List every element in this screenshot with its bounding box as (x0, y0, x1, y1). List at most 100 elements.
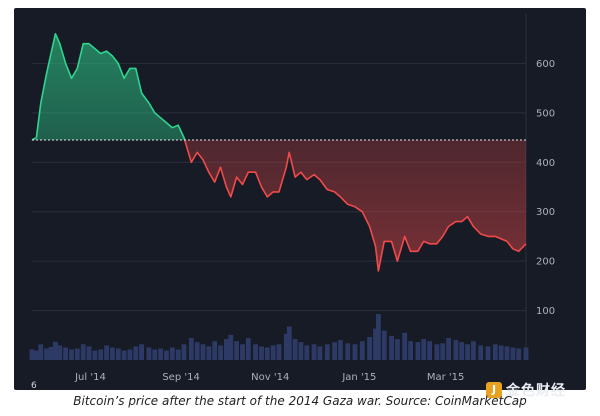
price-area (32, 33, 526, 271)
y-tick-label-600: 600 (536, 59, 555, 70)
volume-bar (292, 339, 298, 360)
volume-bar (459, 342, 465, 360)
volume-bar (146, 347, 152, 360)
y-axis-ticks: 100 200 300 400 500 600 (536, 59, 555, 317)
figure-caption: Bitcoin’s price after the start of the 2… (73, 394, 527, 408)
x-tick-label-0: Jul '14 (74, 372, 106, 383)
volume-bar (175, 349, 181, 360)
price-line-up (31, 33, 186, 141)
volume-bar (169, 347, 175, 360)
volume-bar (152, 349, 158, 360)
volume-bar (57, 345, 63, 360)
volume-bar (395, 339, 400, 360)
volume-bar (317, 346, 323, 360)
volume-bar (253, 344, 258, 360)
volume-bar (139, 344, 144, 360)
y-tick-label-100: 100 (536, 306, 555, 317)
area-above-baseline (32, 33, 526, 141)
volume-bar (381, 330, 387, 360)
volume-bar (224, 339, 229, 360)
volume-bar (286, 326, 292, 360)
volume-bar (421, 339, 427, 360)
volume-bar (69, 349, 74, 360)
volume-bar (298, 342, 304, 360)
volume-bar (389, 336, 394, 360)
watermark: J 金色财经 (486, 380, 566, 400)
volume-bar (44, 348, 49, 360)
x-tick-label-3: Jan '15 (341, 372, 376, 383)
volume-bar (228, 334, 234, 360)
volume-bar (264, 347, 270, 360)
volume-bar (48, 346, 54, 360)
volume-bar (311, 344, 317, 360)
volume-bar (234, 341, 239, 360)
volume-bar (434, 344, 440, 360)
price-line-down (32, 140, 527, 272)
volume-bar (446, 338, 451, 360)
watermark-logo-icon: J (486, 382, 502, 398)
volume-bar (110, 347, 115, 360)
volume-bar (504, 346, 510, 360)
x-axis-ticks: Jul '14 Sep '14 Nov '14 Jan '15 Mar '15 (74, 372, 464, 383)
volume-bar (332, 342, 337, 360)
volume-bar (338, 340, 343, 360)
volume-bar (359, 341, 365, 360)
volume-bar (415, 342, 421, 360)
volume-bar (92, 350, 98, 360)
volume-bar (465, 344, 470, 360)
x-tick-label-2: Nov '14 (251, 372, 289, 383)
y-tick-label-300: 300 (536, 207, 555, 218)
volume-bar (188, 338, 194, 360)
chart-panel: 100 200 300 400 500 600 Jul '14 Sep '14 Nov '14… (14, 8, 586, 390)
volume-bar (478, 345, 484, 360)
volume-bar (29, 349, 35, 360)
volume-bar (324, 344, 330, 360)
volume-bar (376, 314, 381, 360)
volume-bar (427, 341, 432, 360)
volume-bar (283, 333, 289, 360)
volume-bar (181, 344, 187, 360)
volume-bar (453, 340, 459, 360)
volume-bar (53, 341, 58, 360)
volume-bar (34, 350, 39, 360)
volume-bar (304, 345, 310, 360)
volume-bar (510, 347, 516, 360)
volume-bar (115, 348, 121, 360)
volume-bar (158, 348, 163, 360)
volume-bar (200, 344, 206, 360)
corner-label: 6 (31, 381, 37, 391)
volume-bar (516, 348, 522, 360)
volume-bar (98, 349, 104, 360)
volume-bar (523, 347, 529, 360)
volume-bar (80, 344, 86, 360)
price-line (31, 33, 527, 272)
price-chart: 100 200 300 400 500 600 Jul '14 Sep '14 Nov '14… (29, 14, 555, 383)
volume-bar (121, 350, 127, 360)
volume-bar (408, 341, 413, 360)
volume-bar (498, 345, 504, 360)
volume-bar (104, 345, 109, 360)
volume-bar (352, 344, 358, 360)
volume-bar (38, 344, 44, 360)
volume-bar (240, 344, 245, 360)
volume-bar (127, 349, 133, 360)
volume-bar (86, 346, 92, 360)
volume-bar (74, 348, 80, 360)
x-tick-label-4: Mar '15 (427, 372, 465, 383)
volume-bar (373, 328, 378, 360)
volume-bar (270, 345, 276, 360)
volume-bar (485, 346, 491, 360)
x-tick-label-1: Sep '14 (162, 372, 200, 383)
volume-bar (206, 346, 212, 360)
volume-bar (471, 341, 476, 360)
volume-bar (440, 343, 446, 360)
volume-bar (402, 332, 408, 360)
volume-bar (212, 341, 218, 360)
volume-bar (259, 346, 264, 360)
volume-bar (164, 350, 169, 360)
volume-bars (29, 314, 529, 360)
volume-bar (218, 345, 223, 360)
volume-bar (133, 346, 139, 360)
volume-bar (194, 342, 200, 360)
y-tick-label-500: 500 (536, 108, 555, 119)
